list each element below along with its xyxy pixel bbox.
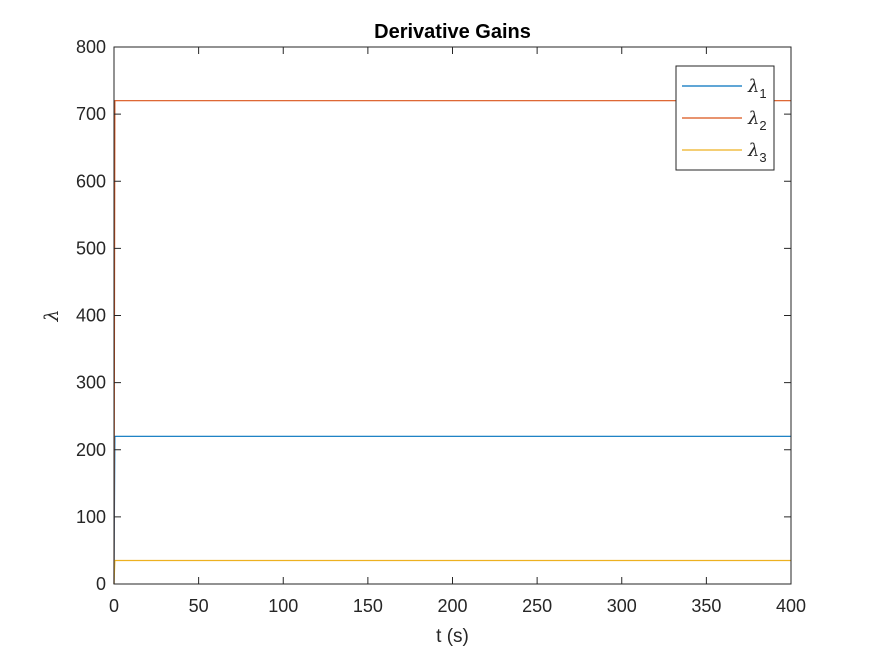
x-tick-label: 0	[109, 596, 119, 616]
y-tick-label: 800	[76, 37, 106, 57]
y-tick-label: 400	[76, 306, 106, 326]
series-line-1	[113, 435, 791, 585]
plot-layer: 0 50 100 150 200 250 300 350 400 0 100 200 300 400 500…	[76, 37, 806, 616]
x-tick-label: 200	[437, 596, 467, 616]
x-tick-label: 250	[522, 596, 552, 616]
y-tick-label: 300	[76, 373, 106, 393]
y-tick-label: 0	[96, 574, 106, 594]
legend-subscript-1: 1	[759, 86, 766, 101]
legend-subscript-2: 2	[759, 118, 766, 133]
y-tick-label: 500	[76, 238, 106, 258]
chart-title: Derivative Gains	[374, 21, 531, 43]
x-tick-label: 350	[691, 596, 721, 616]
y-tick-label: 200	[76, 440, 106, 460]
y-axis-title: λ	[41, 309, 63, 322]
x-tick-label: 100	[268, 596, 298, 616]
y-tick-label: 600	[76, 171, 106, 191]
series-line-2	[113, 100, 791, 585]
y-tick-label: 700	[76, 104, 106, 124]
x-tick-label: 400	[776, 596, 806, 616]
x-axis-title: t (s)	[436, 626, 469, 647]
x-tick-label: 300	[607, 596, 637, 616]
x-tick-label: 150	[353, 596, 383, 616]
y-tick-label: 100	[76, 507, 106, 527]
x-tick-label: 50	[189, 596, 209, 616]
legend-subscript-3: 3	[759, 150, 766, 165]
